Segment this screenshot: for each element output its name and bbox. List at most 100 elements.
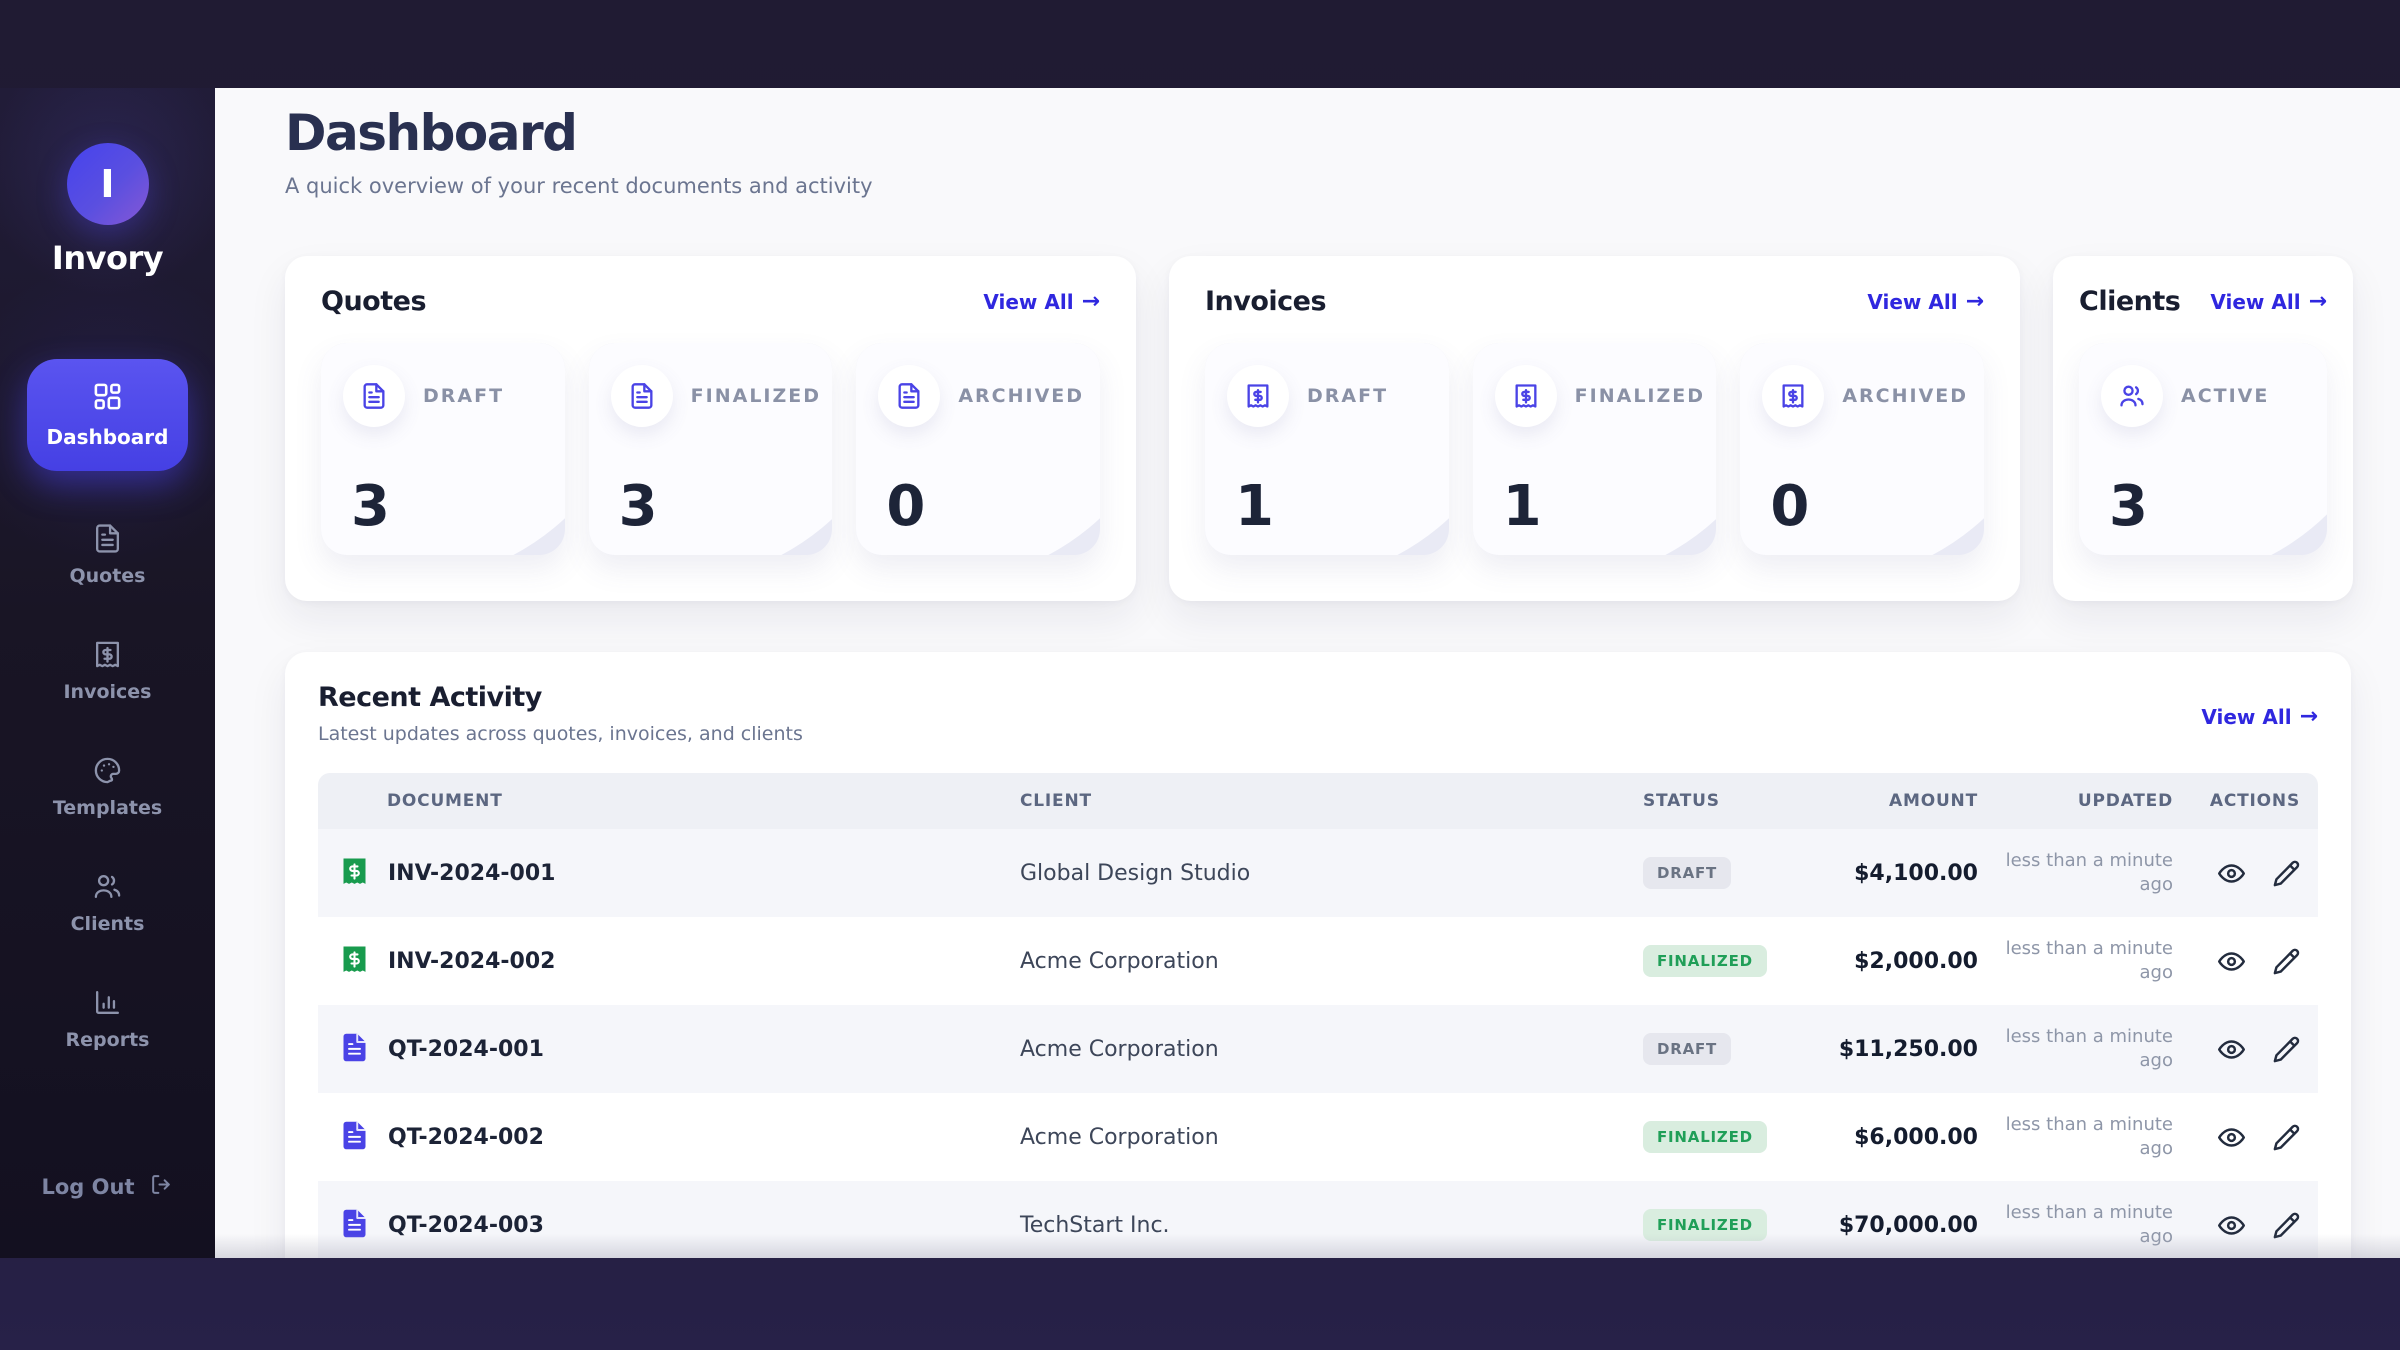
view-button[interactable]: [2216, 946, 2247, 977]
file-text-icon: [92, 523, 123, 558]
sidebar-item-quotes[interactable]: Quotes: [69, 523, 146, 587]
receipt-dollar-icon: [1762, 365, 1825, 427]
clients-active-tile: ACTIVE 3: [2079, 343, 2327, 555]
sidebar-item-invoices[interactable]: Invoices: [63, 639, 152, 703]
actions-cell: [2173, 858, 2318, 889]
sidebar-item-label: Reports: [65, 1029, 150, 1051]
edit-button[interactable]: [2271, 1034, 2302, 1065]
dashboard-grid-icon: [92, 381, 123, 416]
arrow-right-icon: →: [1965, 289, 1984, 314]
stat-label: DRAFT: [423, 385, 505, 407]
col-header-actions: ACTIONS: [2209, 791, 2300, 811]
edit-button[interactable]: [2271, 946, 2302, 977]
stat-value: 0: [886, 474, 926, 539]
palette-icon: [92, 755, 123, 790]
client-name: Global Design Studio: [1020, 860, 1251, 886]
quote-icon: [338, 1119, 371, 1156]
users-icon: [2101, 365, 2163, 427]
status-badge: FINALIZED: [1643, 1121, 1767, 1153]
pencil-icon: [2271, 948, 2302, 980]
table-row: QT-2024-002 Acme Corporation FINALIZED $…: [318, 1093, 2318, 1181]
sidebar-item-clients[interactable]: Clients: [70, 871, 145, 935]
status-badge: DRAFT: [1643, 1033, 1732, 1065]
users-icon: [92, 871, 123, 906]
file-text-icon: [878, 365, 941, 427]
invoices-view-all-link[interactable]: View All →: [1867, 289, 1984, 314]
sidebar-item-label: Clients: [70, 913, 145, 935]
arrow-right-icon: →: [2308, 289, 2327, 314]
tile-top: ARCHIVED: [1762, 365, 1968, 427]
clients-view-all-link[interactable]: View All →: [2210, 289, 2327, 314]
actions-cell: [2173, 1210, 2318, 1241]
recent-activity-subtitle: Latest updates across quotes, invoices, …: [318, 723, 803, 745]
sidebar-item-label: Dashboard: [46, 425, 169, 449]
clients-tiles-row: ACTIVE 3: [2079, 343, 2327, 555]
invoices-draft-tile: DRAFT 1: [1205, 343, 1449, 555]
clients-card-header: Clients View All →: [2079, 286, 2327, 317]
sidebar-item-templates[interactable]: Templates: [53, 755, 162, 819]
actions-cell: [2173, 1034, 2318, 1065]
eye-icon: [2216, 951, 2247, 980]
amount: $6,000.00: [1854, 1124, 1978, 1150]
edit-button[interactable]: [2271, 1122, 2302, 1153]
updated-time: less than a minute ago: [2005, 937, 2173, 983]
invoices-tiles-row: DRAFT 1: [1205, 343, 1985, 555]
sidebar-item-label: Invoices: [63, 681, 152, 703]
activity-view-all-link[interactable]: View All →: [2201, 704, 2318, 729]
updated-time: less than a minute ago: [2005, 1113, 2173, 1159]
invoices-card-title: Invoices: [1205, 286, 1327, 317]
app-window: I Invory Dashboard: [0, 88, 2400, 1258]
stat-value: 1: [1502, 474, 1542, 539]
invoices-card-header: Invoices View All →: [1205, 286, 1984, 317]
stat-value: 3: [2109, 474, 2148, 539]
col-header-document: DOCUMENT: [387, 791, 503, 811]
edit-button[interactable]: [2271, 858, 2302, 889]
logout-label: Log Out: [41, 1175, 135, 1199]
invoices-finalized-tile: FINALIZED 1: [1472, 343, 1717, 555]
stat-label: DRAFT: [1307, 385, 1389, 407]
quotes-archived-tile: ARCHIVED 0: [856, 343, 1101, 555]
view-button[interactable]: [2216, 1034, 2247, 1065]
table-row: QT-2024-001 Acme Corporation DRAFT $11,2…: [318, 1005, 2318, 1093]
file-text-icon: [343, 365, 405, 427]
view-button[interactable]: [2216, 858, 2247, 889]
table-row: INV-2024-001 Global Design Studio DRAFT …: [318, 829, 2318, 917]
amount: $11,250.00: [1838, 1036, 1978, 1062]
stat-label: ARCHIVED: [1842, 385, 1969, 407]
recent-activity-card: Recent Activity Latest updates across qu…: [285, 652, 2351, 1258]
arrow-right-icon: →: [2299, 704, 2318, 729]
sidebar-item-reports[interactable]: Reports: [65, 987, 150, 1051]
pencil-icon: [2271, 860, 2302, 892]
stat-label: ACTIVE: [2181, 385, 2270, 407]
sidebar-item-dashboard[interactable]: Dashboard: [27, 359, 188, 471]
app-logo-letter: I: [100, 162, 115, 206]
quotes-draft-tile: DRAFT 3: [321, 343, 565, 555]
quotes-view-all-link[interactable]: View All →: [983, 289, 1100, 314]
amount: $2,000.00: [1854, 948, 1978, 974]
status-cell: DRAFT: [1643, 857, 1813, 889]
view-button[interactable]: [2216, 1122, 2247, 1153]
eye-icon: [2216, 1215, 2247, 1244]
receipt-dollar-icon: [1494, 365, 1557, 427]
stat-value: 3: [351, 474, 390, 539]
tile-top: ARCHIVED: [878, 365, 1084, 427]
actions-cell: [2173, 946, 2318, 977]
eye-icon: [2216, 863, 2247, 892]
edit-button[interactable]: [2271, 1210, 2302, 1241]
view-button[interactable]: [2216, 1210, 2247, 1241]
stat-value: 1: [1235, 474, 1274, 539]
client-name: Acme Corporation: [1020, 1036, 1219, 1062]
tile-top: DRAFT: [1227, 365, 1388, 427]
document-cell: INV-2024-001: [318, 855, 1020, 892]
stat-label: FINALIZED: [1574, 385, 1706, 407]
tile-top: FINALIZED: [1494, 365, 1706, 427]
clients-summary-card: Clients View All →: [2053, 256, 2353, 601]
pencil-icon: [2271, 1212, 2302, 1244]
receipt-dollar-icon: [1227, 365, 1289, 427]
logout-button[interactable]: Log Out: [42, 1172, 174, 1202]
eye-icon: [2216, 1039, 2247, 1068]
view-all-label: View All: [1867, 289, 1958, 314]
col-header-status: STATUS: [1643, 791, 1720, 811]
document-name: INV-2024-001: [388, 860, 556, 886]
